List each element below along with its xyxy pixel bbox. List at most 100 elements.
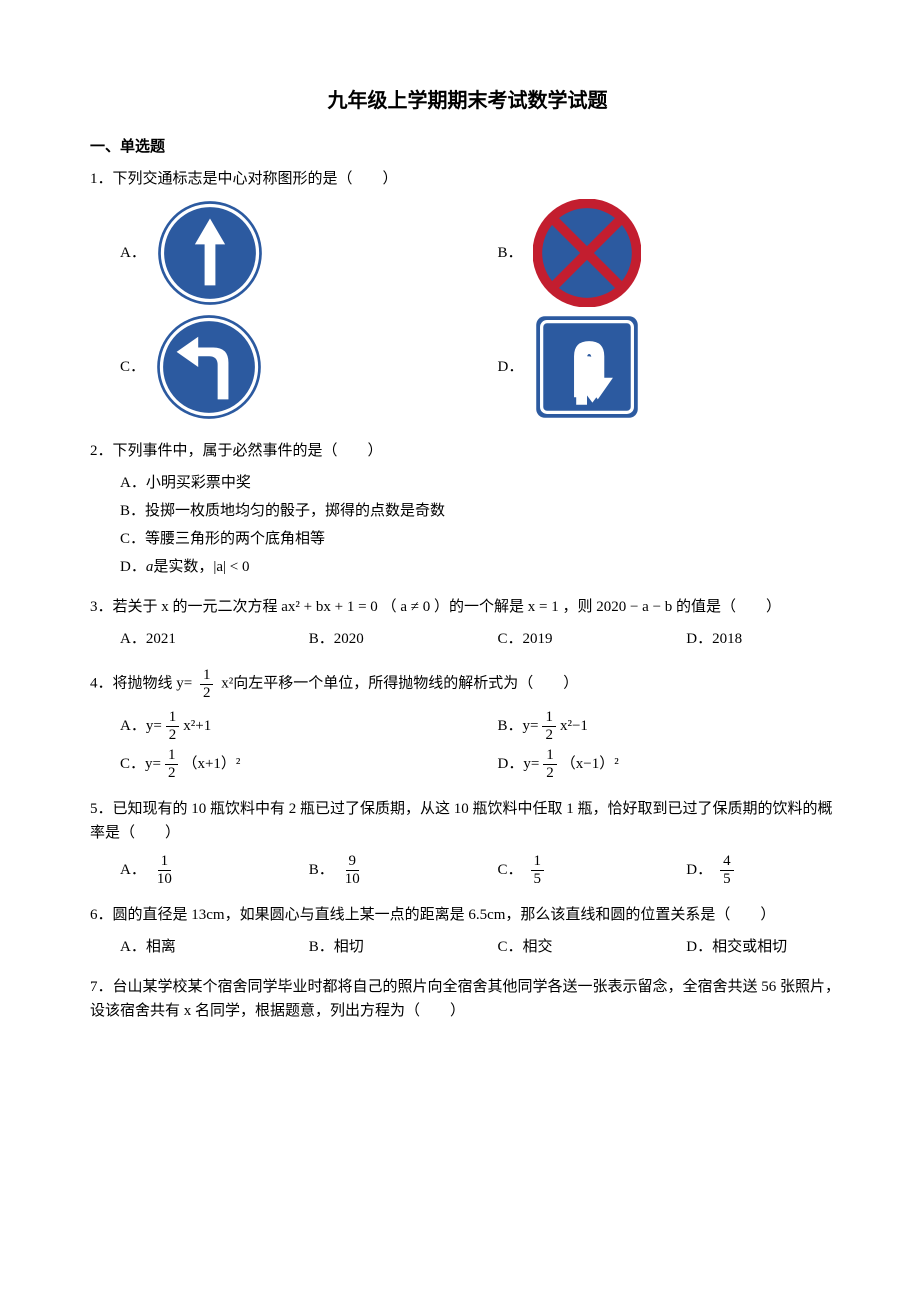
- q2-d-var: a: [146, 555, 154, 579]
- q3-eq4: 2020 − a − b: [596, 599, 672, 615]
- q3-a: A．2021: [120, 627, 176, 651]
- q6-b: B．相切: [309, 935, 364, 959]
- q4-suffix: x²向左平移一个单位，所得抛物线的解析式为（ ）: [221, 675, 578, 691]
- left-turn-arrow-sign-icon: [155, 313, 263, 421]
- question-5: 5．已知现有的 10 瓶饮料中有 2 瓶已过了保质期，从这 10 瓶饮料中任取 …: [90, 797, 845, 891]
- q5-c-label: C．: [498, 858, 523, 882]
- q6-option-c[interactable]: C．相交: [468, 935, 657, 959]
- q5-option-b[interactable]: B． 910: [279, 853, 468, 887]
- question-2: 2．下列事件中，属于必然事件的是（ ） A．小明买彩票中奖 B．投掷一枚质地均匀…: [90, 439, 845, 583]
- q5-d-frac: 45: [720, 853, 734, 887]
- q4-b-suf: x²−1: [560, 714, 588, 738]
- q1-option-a[interactable]: A．: [90, 199, 468, 307]
- question-4: 4．将抛物线 y= 12 x²向左平移一个单位，所得抛物线的解析式为（ ） A．…: [90, 667, 845, 785]
- q6-options: A．相离 B．相切 C．相交 D．相交或相切: [90, 935, 845, 963]
- q2-options: A．小明买彩票中奖 B．投掷一枚质地均匀的骰子，掷得的点数是奇数 C．等腰三角形…: [90, 471, 845, 583]
- q5-b-label: B．: [309, 858, 334, 882]
- q2-option-d[interactable]: D． a 是实数， |a| < 0: [90, 555, 845, 579]
- q3-mid2: ）的一个解是: [434, 599, 528, 615]
- q2-option-a[interactable]: A．小明买彩票中奖: [90, 471, 845, 495]
- q4-text: 4．将抛物线 y= 12 x²向左平移一个单位，所得抛物线的解析式为（ ）: [90, 667, 845, 701]
- q1-d-label: D．: [498, 355, 524, 379]
- q3-b: B．2020: [309, 627, 364, 651]
- q7-text: 7．台山某学校某个宿舍同学毕业时都将自己的照片向全宿舍其他同学各送一张表示留念，…: [90, 975, 845, 1023]
- question-7: 7．台山某学校某个宿舍同学毕业时都将自己的照片向全宿舍其他同学各送一张表示留念，…: [90, 975, 845, 1023]
- q4-d-suf: （x−1）²: [561, 752, 619, 776]
- q3-eq2: a ≠ 0: [400, 599, 430, 615]
- q1-a-label: A．: [120, 241, 146, 265]
- q2-d-mid: 是实数，: [153, 555, 213, 579]
- q3-option-c[interactable]: C．2019: [468, 627, 657, 651]
- q3-c: C．2019: [498, 627, 553, 651]
- q4-frac: 12: [200, 667, 214, 701]
- q2-option-b[interactable]: B．投掷一枚质地均匀的骰子，掷得的点数是奇数: [90, 499, 845, 523]
- q3-options: A．2021 B．2020 C．2019 D．2018: [90, 627, 845, 655]
- q4-d-pre: D．y=: [498, 752, 540, 776]
- q1-c-label: C．: [120, 355, 145, 379]
- q6-text: 6．圆的直径是 13cm，如果圆心与直线上某一点的距离是 6.5cm，那么该直线…: [90, 903, 845, 927]
- q1-option-d[interactable]: D．: [468, 313, 846, 421]
- q2-text: 2．下列事件中，属于必然事件的是（ ）: [90, 439, 845, 463]
- q1-option-c[interactable]: C．: [90, 313, 468, 421]
- q4-option-c[interactable]: C．y= 12 （x+1）²: [90, 747, 468, 781]
- q3-eq1: ax² + bx + 1 = 0: [281, 599, 378, 615]
- q2-d-prefix: D．: [120, 555, 146, 579]
- q3-mid3: ，则: [562, 599, 596, 615]
- q4-option-d[interactable]: D．y= 12 （x−1）²: [468, 747, 846, 781]
- q2-c-text: C．等腰三角形的两个底角相等: [120, 527, 325, 551]
- question-6: 6．圆的直径是 13cm，如果圆心与直线上某一点的距离是 6.5cm，那么该直线…: [90, 903, 845, 963]
- q4-a-suf: x²+1: [183, 714, 211, 738]
- q4-options: A．y= 12 x²+1 B．y= 12 x²−1 C．y= 12 （x+1）²…: [90, 709, 845, 785]
- q3-option-d[interactable]: D．2018: [656, 627, 845, 651]
- q3-text: 3．若关于 x 的一元二次方程 ax² + bx + 1 = 0 （ a ≠ 0…: [90, 595, 845, 619]
- q5-option-d[interactable]: D． 45: [656, 853, 845, 887]
- q1-text: 1．下列交通标志是中心对称图形的是（ ）: [90, 167, 845, 191]
- q6-d: D．相交或相切: [686, 935, 787, 959]
- q6-option-a[interactable]: A．相离: [90, 935, 279, 959]
- straight-arrow-sign-icon: [156, 199, 264, 307]
- q1-options: A． B． C． D．: [90, 199, 845, 427]
- q5-d-label: D．: [686, 858, 712, 882]
- q5-b-frac: 910: [342, 853, 363, 887]
- q3-prefix: 3．若关于 x 的一元二次方程: [90, 599, 281, 615]
- q6-a: A．相离: [120, 935, 176, 959]
- q5-c-frac: 15: [531, 853, 545, 887]
- q4-option-b[interactable]: B．y= 12 x²−1: [468, 709, 846, 743]
- question-3: 3．若关于 x 的一元二次方程 ax² + bx + 1 = 0 （ a ≠ 0…: [90, 595, 845, 655]
- q4-prefix: 4．将抛物线 y=: [90, 675, 196, 691]
- section-header: 一、单选题: [90, 135, 845, 159]
- q6-c: C．相交: [498, 935, 553, 959]
- q5-options: A． 110 B． 910 C． 15 D． 45: [90, 853, 845, 891]
- q4-b-frac: 12: [542, 709, 556, 743]
- q2-b-text: B．投掷一枚质地均匀的骰子，掷得的点数是奇数: [120, 499, 445, 523]
- q3-option-a[interactable]: A．2021: [90, 627, 279, 651]
- q3-option-b[interactable]: B．2020: [279, 627, 468, 651]
- q5-option-c[interactable]: C． 15: [468, 853, 657, 887]
- q5-a-label: A．: [120, 858, 146, 882]
- question-1: 1．下列交通标志是中心对称图形的是（ ） A． B． C．: [90, 167, 845, 427]
- q4-c-pre: C．y=: [120, 752, 161, 776]
- q4-option-a[interactable]: A．y= 12 x²+1: [90, 709, 468, 743]
- q2-d-expr: |a| < 0: [213, 555, 249, 579]
- q4-a-frac: 12: [166, 709, 180, 743]
- q3-d: D．2018: [686, 627, 742, 651]
- q6-option-b[interactable]: B．相切: [279, 935, 468, 959]
- q1-b-label: B．: [498, 241, 523, 265]
- u-turn-sign-icon: [533, 313, 641, 421]
- q4-d-frac: 12: [543, 747, 557, 781]
- q2-a-text: A．小明买彩票中奖: [120, 471, 251, 495]
- q3-suffix: 的值是（ ）: [676, 599, 781, 615]
- q5-a-frac: 110: [154, 853, 175, 887]
- q4-b-pre: B．y=: [498, 714, 539, 738]
- q1-option-b[interactable]: B．: [468, 199, 846, 307]
- q3-eq3: x = 1: [528, 599, 559, 615]
- q5-option-a[interactable]: A． 110: [90, 853, 279, 887]
- page-title: 九年级上学期期末考试数学试题: [90, 85, 845, 117]
- no-stopping-sign-icon: [533, 199, 641, 307]
- q4-c-frac: 12: [165, 747, 179, 781]
- q3-mid1: （: [382, 599, 397, 615]
- q2-option-c[interactable]: C．等腰三角形的两个底角相等: [90, 527, 845, 551]
- q4-c-suf: （x+1）²: [182, 752, 240, 776]
- q5-text: 5．已知现有的 10 瓶饮料中有 2 瓶已过了保质期，从这 10 瓶饮料中任取 …: [90, 797, 845, 845]
- q6-option-d[interactable]: D．相交或相切: [656, 935, 845, 959]
